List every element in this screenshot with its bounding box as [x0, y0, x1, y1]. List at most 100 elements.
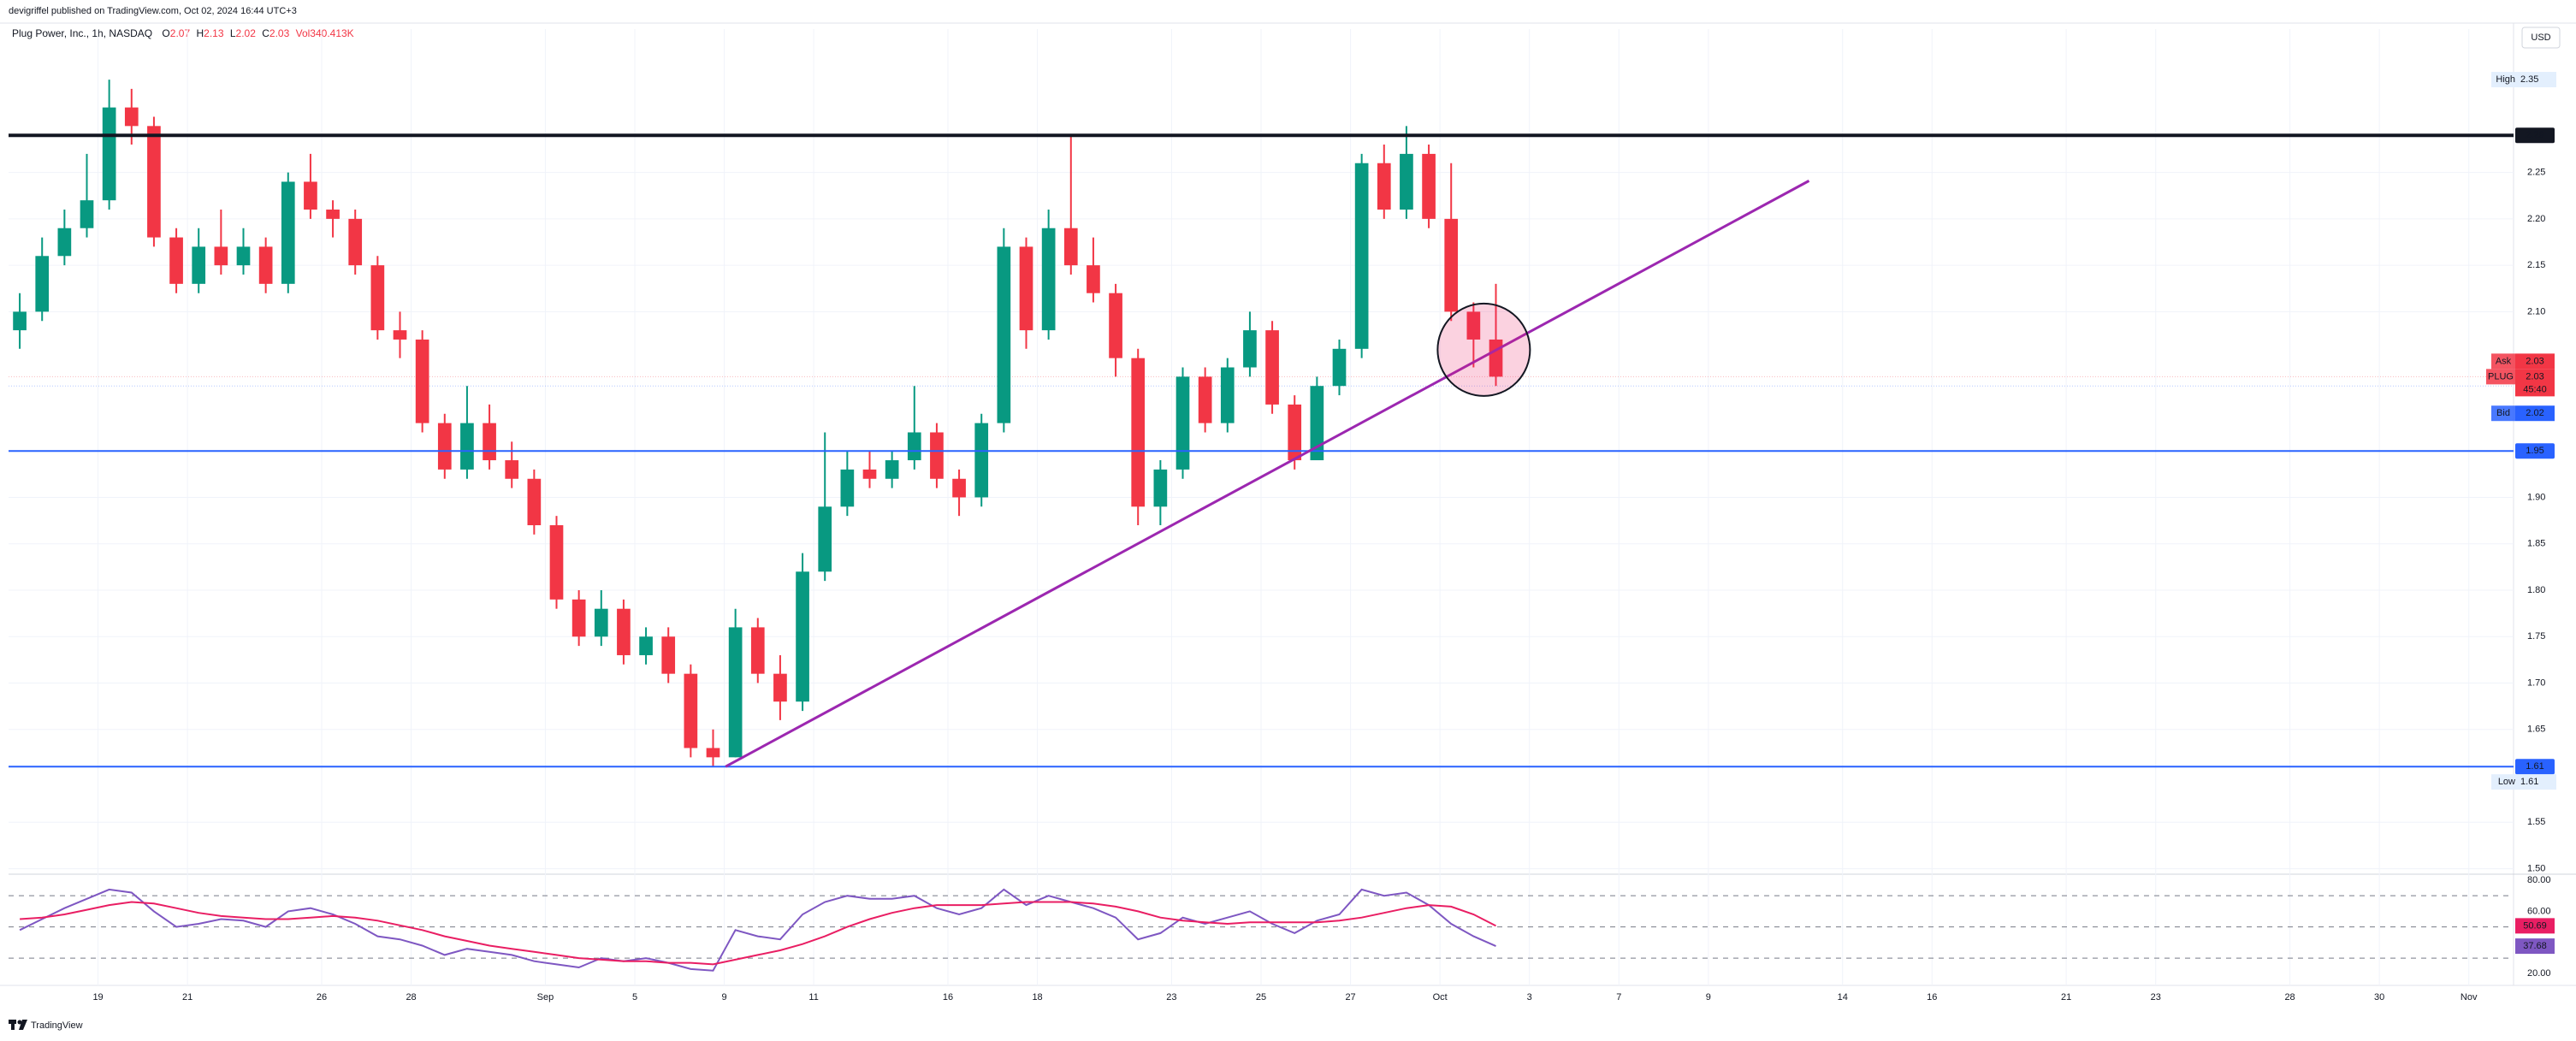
ohlc-value: 2.13: [204, 27, 224, 39]
candle-body: [1131, 358, 1146, 507]
ohlc-letter: H: [196, 27, 204, 39]
candle-body: [818, 506, 832, 572]
quote-label: Bid: [2496, 408, 2510, 418]
candle-body: [460, 423, 474, 470]
x-tick-label: 16: [943, 992, 953, 1003]
ohlc-letter: C: [262, 27, 269, 39]
candle-body: [728, 627, 743, 758]
quote-value: 2.03: [2526, 356, 2543, 366]
y-tick-label: 1.80: [2527, 585, 2545, 595]
x-tick-label: 23: [2151, 992, 2161, 1003]
candle-body: [594, 608, 608, 637]
candle-body: [1310, 386, 1324, 461]
ohlc-letter: L: [230, 27, 236, 39]
candle-body: [1243, 330, 1257, 368]
x-tick-label: 19: [92, 992, 103, 1003]
x-tick-label: 14: [1838, 992, 1848, 1003]
y-tick-label: 1.85: [2527, 539, 2545, 549]
volume: Vol340.413K: [296, 27, 354, 39]
candle-body: [1422, 153, 1436, 219]
currency-button[interactable]: [2521, 27, 2561, 49]
x-tick-label: 23: [1166, 992, 1176, 1003]
legend-header: Plug Power, Inc., 1h, NASDAQ O2.07 H2.13…: [12, 27, 354, 39]
y-tick-label: 1.50: [2527, 863, 2545, 873]
x-tick-label: 30: [2374, 992, 2384, 1003]
candle-body: [326, 210, 340, 219]
candle-body: [974, 423, 989, 498]
candle-body: [258, 246, 273, 284]
ohlc-letter: O: [162, 27, 169, 39]
candle-body: [13, 311, 27, 331]
candle-body: [483, 423, 496, 461]
candle-body: [1288, 404, 1302, 461]
y-tick-label: 2.25: [2527, 168, 2545, 178]
candle-body: [80, 200, 94, 228]
candle-body: [192, 246, 206, 284]
candle-body: [505, 460, 519, 479]
level-label: 1.61: [2526, 761, 2543, 772]
candle-body: [617, 608, 631, 655]
quote-label: Ask: [2496, 356, 2512, 366]
candle-body: [1019, 246, 1033, 331]
brand-logo: [9, 1020, 27, 1030]
x-tick-label: 11: [808, 992, 818, 1003]
extreme-box: [2491, 774, 2556, 790]
quote-value: 2.02: [2526, 408, 2543, 418]
y-tick-label: 2.15: [2527, 260, 2545, 270]
y-tick-label: 1.65: [2527, 725, 2545, 735]
candle-body: [1109, 293, 1122, 358]
candle-body: [437, 423, 452, 470]
x-tick-label: 28: [406, 992, 416, 1003]
candle-body: [684, 673, 698, 748]
candle-body: [1400, 153, 1413, 210]
logo-part: [11, 1020, 15, 1030]
candle-body: [35, 256, 50, 312]
candle-body: [147, 126, 161, 238]
x-tick-label: 3: [1527, 992, 1532, 1003]
extreme-value: 1.61: [2520, 777, 2538, 787]
level-label-box: [2515, 443, 2555, 459]
quote-value-box: [2515, 353, 2555, 370]
ohlc-value: 2.03: [269, 27, 290, 39]
y-tick-label: 80.00: [2527, 875, 2551, 885]
level-label: 1.95: [2526, 446, 2543, 456]
x-tick-label: 16: [1927, 992, 1937, 1003]
candle-body: [1444, 218, 1459, 312]
level-label-box: [2515, 759, 2555, 775]
x-tick-label: 18: [1032, 992, 1042, 1003]
x-tick-label: 9: [1706, 992, 1711, 1003]
x-tick-label: 21: [2061, 992, 2071, 1003]
level-label: 2.29: [2526, 130, 2543, 140]
candle-body: [1332, 348, 1347, 387]
candle-body: [571, 599, 586, 637]
brand: TradingView: [31, 1020, 83, 1031]
x-tick-label: Nov: [2461, 992, 2478, 1003]
candle-body: [1466, 311, 1481, 340]
x-tick-label: Sep: [537, 992, 554, 1003]
candle-body: [527, 478, 542, 526]
quote-value-box: [2515, 405, 2555, 422]
candle-body: [348, 218, 363, 266]
currency[interactable]: USD: [2531, 33, 2550, 43]
candle-body: [1175, 376, 1190, 470]
candle-body: [1087, 265, 1100, 293]
candle-body: [907, 432, 921, 461]
indicator-label-box: [2515, 938, 2555, 955]
x-tick-label: 21: [182, 992, 192, 1003]
candle-body: [750, 627, 765, 674]
x-tick-label: 7: [1616, 992, 1621, 1003]
x-tick-label: 25: [1256, 992, 1266, 1003]
candle-body: [124, 107, 139, 127]
quote-label-box: [2491, 353, 2515, 370]
last-price: 2.03: [2526, 371, 2543, 382]
candle-body: [1354, 163, 1369, 349]
candle-body: [1153, 469, 1168, 507]
symbol-title: Plug Power, Inc., 1h, NASDAQ: [12, 27, 152, 39]
extreme-value: 2.35: [2520, 74, 2538, 85]
candle-body: [1220, 367, 1235, 423]
candle-body: [236, 246, 251, 266]
candle-body: [706, 748, 720, 758]
highlight-circle: [1436, 302, 1531, 397]
candle-body: [997, 246, 1011, 423]
